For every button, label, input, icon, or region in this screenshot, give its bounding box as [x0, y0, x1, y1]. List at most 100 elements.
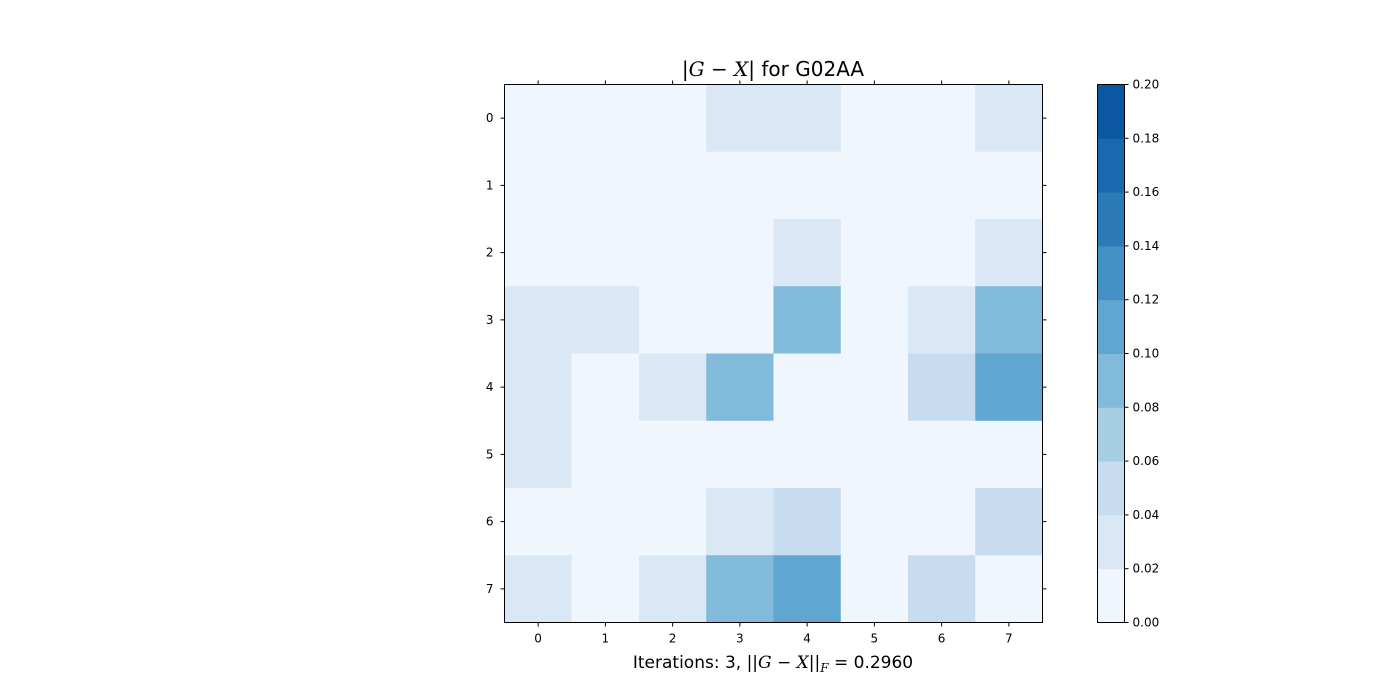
heatmap-cell [504, 286, 573, 354]
heatmap-cell [773, 151, 842, 220]
heatmap-cell [571, 84, 640, 153]
heatmap-cell [975, 488, 1043, 556]
heatmap-cell [773, 488, 842, 556]
y-tick-label: 6 [486, 515, 494, 529]
heatmap-cell [840, 420, 909, 489]
heatmap-cell [706, 488, 774, 556]
heatmap-cell [908, 420, 976, 489]
heatmap-cell [504, 353, 573, 422]
heatmap-cell [706, 151, 774, 220]
heatmap-cell [840, 488, 909, 556]
colorbar-tick-label: 0.20 [1133, 78, 1160, 92]
heatmap-cell [639, 488, 707, 556]
heatmap-cell [773, 555, 842, 623]
x-tick-label: 7 [1005, 632, 1013, 646]
colorbar-segment [1097, 514, 1125, 570]
heatmap-cell [975, 286, 1043, 354]
heatmap-cell [706, 219, 774, 287]
colorbar-tick-label: 0.00 [1133, 616, 1160, 630]
colorbar-segment [1097, 84, 1125, 139]
heatmap-cell [773, 84, 842, 153]
heatmap-cell [571, 151, 640, 220]
x-tick-label: 0 [534, 632, 542, 646]
heatmap-cell [773, 286, 842, 354]
heatmap-cell [975, 420, 1043, 489]
heatmap-cell [908, 488, 976, 556]
heatmap-cell [840, 353, 909, 422]
colorbar-tick-label: 0.14 [1133, 239, 1160, 253]
colorbar-tick-label: 0.10 [1133, 347, 1160, 361]
heatmap-cell [706, 420, 774, 489]
colorbar-segment [1097, 138, 1125, 193]
heatmap-cell [908, 219, 976, 287]
heatmap-cell [706, 353, 774, 422]
y-axis-ticks: 0 1 2 3 4 5 6 7 [486, 111, 1047, 596]
heatmap-cell [639, 151, 707, 220]
heatmap-cell [840, 84, 909, 153]
heatmap-cell [773, 353, 842, 422]
heatmap-cell [504, 219, 573, 287]
x-tick-label: 4 [803, 632, 811, 646]
heatmap-cell [571, 555, 640, 623]
heatmap-cell [571, 488, 640, 556]
heatmap-cell [908, 84, 976, 153]
x-tick-label: 3 [736, 632, 744, 646]
heatmap-cell [639, 420, 707, 489]
heatmap-cell [975, 219, 1043, 287]
heatmap-cell [975, 353, 1043, 422]
heatmap-cell [975, 84, 1043, 153]
colorbar-segment [1097, 407, 1125, 462]
y-tick-label: 1 [486, 178, 494, 192]
heatmap-cell [975, 555, 1043, 623]
heatmap-cell [840, 555, 909, 623]
x-tick-label: 2 [669, 632, 677, 646]
x-axis-label: Iterations: 3, ||G − X||F = 0.2960 [633, 653, 913, 675]
heatmap-cell [639, 286, 707, 354]
colorbar-tick-label: 0.18 [1133, 131, 1160, 145]
y-tick-label: 5 [486, 447, 494, 461]
heatmap-cell [840, 151, 909, 220]
colorbar-segment [1097, 461, 1125, 516]
x-tick-label: 5 [871, 632, 879, 646]
plot-frame [504, 84, 1043, 623]
heatmap-cell [908, 151, 976, 220]
chart-title: |G − X| for G02AA [682, 57, 865, 81]
heatmap-cell [706, 286, 774, 354]
heatmap-cell [773, 420, 842, 489]
y-tick-label: 0 [486, 111, 494, 125]
colorbar-tick-label: 0.06 [1133, 454, 1160, 468]
colorbar-segment [1097, 299, 1125, 354]
heatmap-cell [706, 84, 774, 153]
y-tick-label: 4 [486, 380, 494, 394]
heatmap-cells [504, 84, 1043, 623]
heatmap-cell [840, 286, 909, 354]
heatmap-cell [571, 420, 640, 489]
colorbar-segment [1097, 353, 1125, 408]
heatmap-cell [571, 353, 640, 422]
y-tick-label: 3 [486, 313, 494, 327]
heatmap-cell [504, 555, 573, 623]
heatmap-cell [908, 555, 976, 623]
colorbar-ticks: 0.00 0.02 0.04 0.06 0.08 0.10 0.12 0.14 0.16 0.18… [1124, 78, 1160, 630]
colorbar-tick-label: 0.04 [1133, 508, 1160, 522]
colorbar-tick-label: 0.08 [1133, 400, 1160, 414]
colorbar-tick-label: 0.02 [1133, 562, 1160, 576]
heatmap-cell [639, 219, 707, 287]
heatmap-cell [908, 286, 976, 354]
heatmap-cell [773, 219, 842, 287]
x-tick-label: 6 [938, 632, 946, 646]
colorbar [1097, 84, 1125, 623]
y-tick-label: 2 [486, 246, 494, 260]
colorbar-segment [1097, 568, 1125, 623]
colorbar-tick-label: 0.16 [1133, 185, 1160, 199]
heatmap-cell [504, 84, 573, 153]
colorbar-segment [1097, 192, 1125, 247]
heatmap-cell [639, 555, 707, 623]
heatmap-cell [639, 353, 707, 422]
heatmap-cell [571, 286, 640, 354]
y-tick-label: 7 [486, 582, 494, 596]
heatmap-cell [975, 151, 1043, 220]
colorbar-tick-label: 0.12 [1133, 293, 1160, 307]
heatmap-cell [504, 151, 573, 220]
